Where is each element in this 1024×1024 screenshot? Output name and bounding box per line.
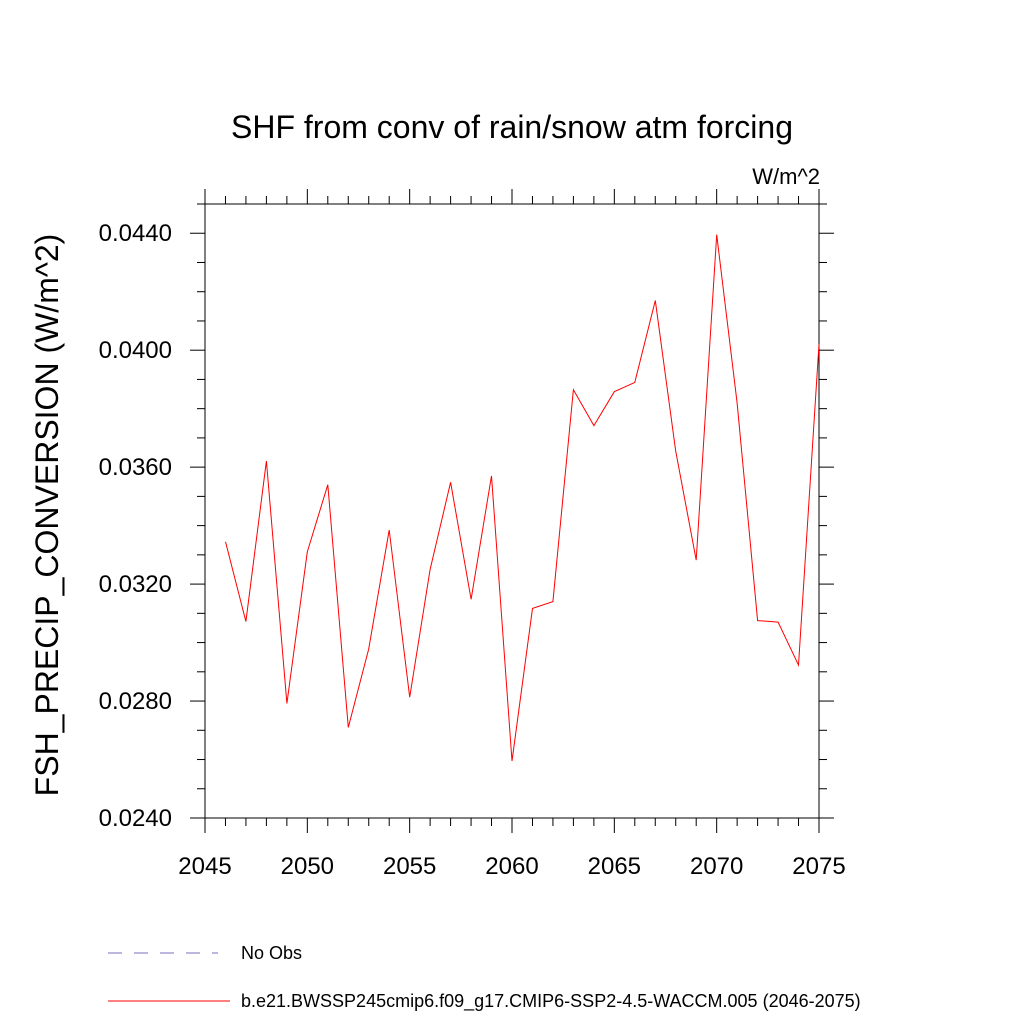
series-line xyxy=(225,234,820,762)
x-tick-label: 2060 xyxy=(485,853,538,880)
y-tick-label: 0.0400 xyxy=(99,337,172,364)
legend-label-model: b.e21.BWSSP245cmip6.f09_g17.CMIP6-SSP2-4… xyxy=(241,991,861,1012)
x-tick-label: 2065 xyxy=(588,853,641,880)
x-tick-label: 2050 xyxy=(281,853,334,880)
chart-title: SHF from conv of rain/snow atm forcing xyxy=(231,109,793,145)
y-tick-labels: 0.0240 0.0280 0.0320 0.0360 0.0400 0.0440 xyxy=(99,220,172,832)
y-tick-label: 0.0320 xyxy=(99,571,172,598)
x-tick-labels: 2045 2050 2055 2060 2065 2070 2075 xyxy=(178,853,845,880)
units-label: W/m^2 xyxy=(752,164,820,189)
y-tick-label: 0.0240 xyxy=(99,805,172,832)
x-tick-label: 2075 xyxy=(792,853,845,880)
x-tick-label: 2045 xyxy=(178,853,231,880)
axis-ticks xyxy=(190,189,834,833)
x-tick-label: 2070 xyxy=(690,853,743,880)
plot-frame xyxy=(204,203,820,819)
x-tick-label: 2055 xyxy=(383,853,436,880)
legend-label-no-obs: No Obs xyxy=(241,943,302,963)
legend: No Obs b.e21.BWSSP245cmip6.f09_g17.CMIP6… xyxy=(108,943,861,1012)
y-tick-label: 0.0440 xyxy=(99,220,172,247)
y-tick-label: 0.0360 xyxy=(99,454,172,481)
y-axis-label: FSH_PRECIP_CONVERSION (W/m^2) xyxy=(29,234,65,797)
y-tick-label: 0.0280 xyxy=(99,688,172,715)
